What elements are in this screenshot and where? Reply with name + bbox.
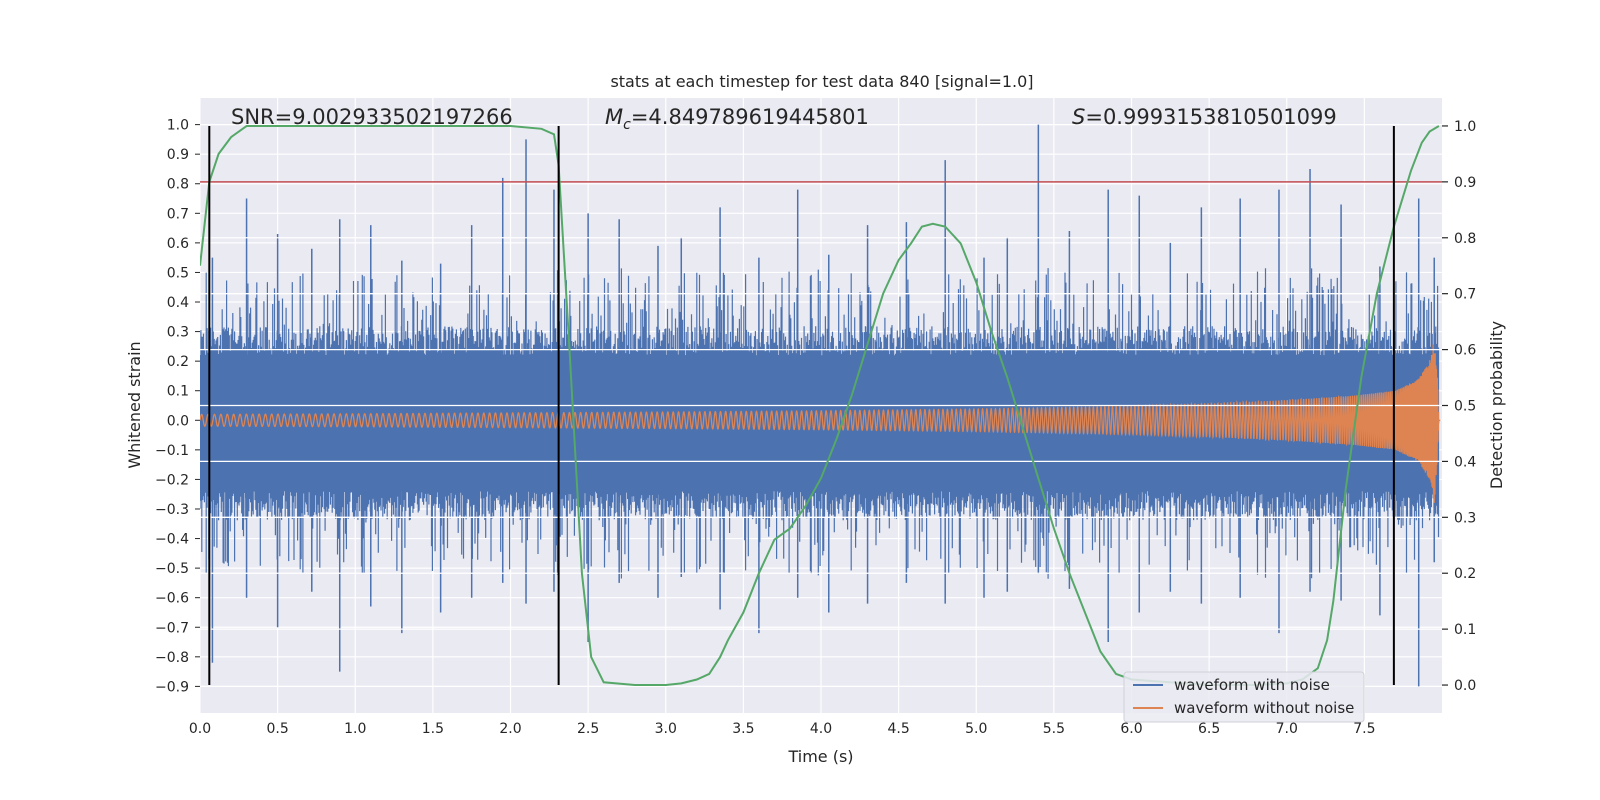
x-tick-label-11: 5.5 xyxy=(1043,721,1065,737)
x-ticks: 0.0 0.5 1.0 1.5 2.0 2.5 3.0 3.5 4.0 4.5 5.0 5.5 6.0 6… xyxy=(189,721,1376,737)
s-annotation: S=0.9993153810501099 xyxy=(1072,105,1337,129)
mc-subscript: c xyxy=(623,117,631,133)
y-tick-label-12: −0.2 xyxy=(155,472,189,488)
y-tick-label-19: −0.9 xyxy=(155,679,189,695)
x-tick-label-7: 3.5 xyxy=(732,721,754,737)
y-tick-label-10: 0.0 xyxy=(167,413,189,429)
legend-label-clean: waveform without noise xyxy=(1174,699,1354,717)
y2-grid xyxy=(200,237,1442,630)
y2-tick-label-2: 0.8 xyxy=(1454,231,1476,247)
y2-tick-label-1: 0.9 xyxy=(1454,175,1476,191)
legend-box xyxy=(1123,671,1365,723)
x-tick-label-4: 2.0 xyxy=(499,721,521,737)
mc-annotation: Mc=4.849789619445801 xyxy=(605,105,869,133)
y-tick-label-7: 0.3 xyxy=(167,325,189,341)
y-tick-label-8: 0.2 xyxy=(167,354,189,370)
x-tick-label-12: 6.0 xyxy=(1120,721,1142,737)
y2-tick-label-9: 0.1 xyxy=(1454,622,1476,638)
y-tick-label-17: −0.7 xyxy=(155,620,189,636)
y-tick-label-9: 0.1 xyxy=(167,384,189,400)
x-tick-label-15: 7.5 xyxy=(1353,721,1375,737)
y2-tick-label-8: 0.2 xyxy=(1454,566,1476,582)
x-tick-label-10: 5.0 xyxy=(965,721,987,737)
x-tick-label-5: 2.5 xyxy=(577,721,599,737)
y2-ticks: 1.0 0.9 0.8 0.7 0.6 0.5 0.4 0.3 0.2 0.1 0.0 xyxy=(1442,119,1476,694)
mc-value: =4.849789619445801 xyxy=(631,105,869,129)
y-tick-label-6: 0.4 xyxy=(167,295,189,311)
snr-annotation: SNR=9.002933502197266 xyxy=(231,105,513,129)
y2-tick-label-4: 0.6 xyxy=(1454,343,1476,359)
x-tick-label-3: 1.5 xyxy=(422,721,444,737)
y-tick-label-1: 0.9 xyxy=(167,147,189,163)
y-tick-label-15: −0.5 xyxy=(155,561,189,577)
y-tick-label-4: 0.6 xyxy=(167,236,189,252)
x-tick-label-14: 7.0 xyxy=(1276,721,1298,737)
y-ticks: 1.0 0.9 0.8 0.7 0.6 0.5 0.4 0.3 0.2 0.1 0.0 −0.1 −0.… xyxy=(155,118,200,695)
mc-symbol: M xyxy=(605,105,623,129)
x-tick-label-1: 0.5 xyxy=(266,721,288,737)
y-tick-label-14: −0.4 xyxy=(155,532,189,548)
y-tick-label-16: −0.6 xyxy=(155,591,189,607)
y-tick-label-3: 0.7 xyxy=(167,206,189,222)
series-waveform-without-noise xyxy=(200,344,1441,503)
x-tick-label-0: 0.0 xyxy=(189,721,211,737)
chart-title: stats at each timestep for test data 840… xyxy=(610,72,1033,91)
y-tick-label-2: 0.8 xyxy=(167,177,189,193)
y2-axis-label: Detection probability xyxy=(1487,321,1506,489)
y2-tick-label-7: 0.3 xyxy=(1454,510,1476,526)
y-tick-label-18: −0.8 xyxy=(155,650,189,666)
segment-lines xyxy=(208,125,1395,686)
s-symbol: S xyxy=(1072,105,1085,129)
s-value: =0.9993153810501099 xyxy=(1085,105,1336,129)
y-tick-label-13: −0.3 xyxy=(155,502,189,518)
legend-label-noise: waveform with noise xyxy=(1174,676,1330,694)
y2-tick-label-0: 1.0 xyxy=(1454,119,1476,135)
y-axis-label: Whitened strain xyxy=(125,341,144,468)
y2-tick-label-10: 0.0 xyxy=(1454,678,1476,694)
y-tick-label-0: 1.0 xyxy=(167,118,189,134)
x-tick-label-6: 3.0 xyxy=(655,721,677,737)
y2-tick-label-3: 0.7 xyxy=(1454,287,1476,303)
x-tick-label-2: 1.0 xyxy=(344,721,366,737)
x-tick-label-8: 4.0 xyxy=(810,721,832,737)
x-tick-label-9: 4.5 xyxy=(887,721,909,737)
y-tick-label-11: −0.1 xyxy=(155,443,189,459)
clean-waveform-line xyxy=(200,344,1441,503)
x-tick-label-13: 6.5 xyxy=(1198,721,1220,737)
x-axis-label: Time (s) xyxy=(787,747,853,766)
legend: waveform with noise waveform without noi… xyxy=(1123,671,1365,723)
y-tick-label-5: 0.5 xyxy=(167,265,189,281)
y2-tick-label-5: 0.5 xyxy=(1454,399,1476,415)
y2-tick-label-6: 0.4 xyxy=(1454,454,1476,470)
